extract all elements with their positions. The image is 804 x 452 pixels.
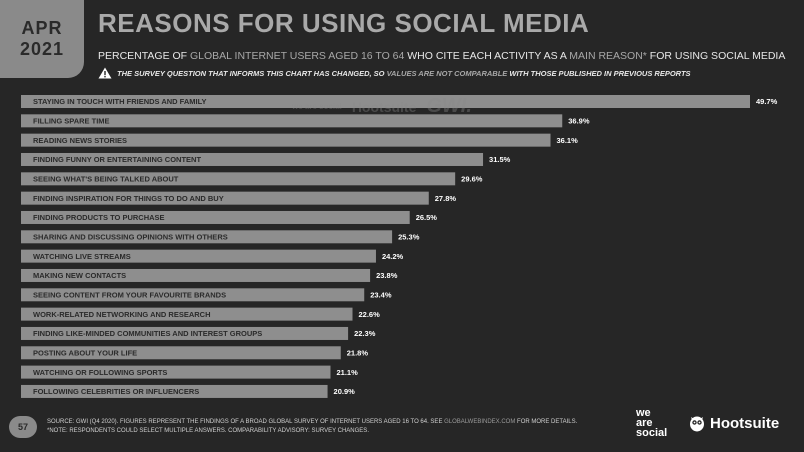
note-line: *NOTE: RESPONDENTS COULD SELECT MULTIPLE… bbox=[47, 427, 577, 436]
bar bbox=[21, 268, 371, 282]
hootsuite-logo: Hootsuite bbox=[688, 414, 779, 432]
bar-category-label: SEEING WHAT'S BEING TALKED ABOUT bbox=[33, 175, 179, 184]
source-part: FOR MORE DETAILS. bbox=[515, 419, 578, 425]
bar bbox=[21, 365, 331, 379]
comparability-advisory: COMPARABILITY ADVISORY: SURVEY CHANGES. bbox=[228, 428, 369, 434]
bar-category-label: FOLLOWING CELEBRITIES OR INFLUENCERS bbox=[33, 387, 199, 396]
bar-category-label: READING NEWS STORIES bbox=[33, 136, 127, 145]
bar-category-label: SHARING AND DISCUSSING OPINIONS WITH OTH… bbox=[33, 233, 228, 242]
bar-category-label: WATCHING LIVE STREAMS bbox=[33, 252, 131, 261]
bar-value-label: 25.3% bbox=[398, 233, 420, 242]
bar bbox=[21, 346, 341, 360]
bar bbox=[21, 133, 551, 147]
subtitle-highlight: GLOBAL INTERNET USERS AGED 16 TO 64 bbox=[189, 50, 405, 62]
bar-category-label: SEEING CONTENT FROM YOUR FAVOURITE BRAND… bbox=[33, 291, 226, 300]
bar-category-label: FINDING FUNNY OR ENTERTAINING CONTENT bbox=[33, 155, 201, 164]
bar-category-label: FINDING LIKE-MINDED COMMUNITIES AND INTE… bbox=[33, 329, 262, 338]
source-note: SOURCE: GWI (Q4 2020). FIGURES REPRESENT… bbox=[47, 418, 577, 436]
logo-text: we bbox=[636, 407, 651, 419]
bar-value-label: 21.8% bbox=[347, 348, 369, 357]
bar bbox=[21, 95, 750, 108]
bar-value-label: 36.9% bbox=[568, 117, 590, 126]
bar-category-label: POSTING ABOUT YOUR LIFE bbox=[33, 348, 137, 357]
bar-category-label: WATCHING OR FOLLOWING SPORTS bbox=[33, 368, 167, 377]
bar bbox=[21, 210, 410, 224]
bar-value-label: 24.2% bbox=[382, 252, 404, 261]
bar-value-label: 21.1% bbox=[336, 368, 358, 377]
bar-category-label: MAKING NEW CONTACTS bbox=[33, 271, 126, 280]
notice-text: THE SURVEY QUESTION THAT INFORMS THIS CH… bbox=[117, 69, 691, 78]
bar-value-label: 36.1% bbox=[557, 136, 579, 145]
source-line: SOURCE: GWI (Q4 2020). FIGURES REPRESENT… bbox=[47, 418, 577, 427]
subtitle: PERCENTAGE OF GLOBAL INTERNET USERS AGED… bbox=[98, 50, 785, 62]
bar-category-label: FINDING INSPIRATION FOR THINGS TO DO AND… bbox=[33, 194, 224, 203]
bar bbox=[21, 307, 353, 321]
bar bbox=[21, 384, 328, 398]
bar-value-label: 26.5% bbox=[416, 213, 438, 222]
subtitle-part: WHO CITE EACH ACTIVITY AS A bbox=[404, 50, 570, 62]
warning-icon bbox=[98, 67, 112, 79]
bar bbox=[21, 114, 563, 128]
bar-category-label: FINDING PRODUCTS TO PURCHASE bbox=[33, 213, 165, 222]
bar-value-label: 22.6% bbox=[358, 310, 380, 319]
bar bbox=[21, 249, 376, 263]
owl-icon bbox=[690, 416, 704, 432]
bar bbox=[21, 288, 365, 302]
source-link[interactable]: GLOBALWEBINDEX.COM bbox=[444, 419, 516, 425]
logo-text: social bbox=[636, 427, 668, 439]
bar bbox=[21, 230, 393, 244]
bar-value-label: 49.7% bbox=[756, 97, 778, 106]
bar-value-label: 22.3% bbox=[354, 329, 376, 338]
subtitle-part: PERCENTAGE OF bbox=[98, 50, 190, 62]
bar-category-label: STAYING IN TOUCH WITH FRIENDS AND FAMILY bbox=[33, 97, 206, 106]
bar bbox=[21, 191, 429, 205]
notice-part: THE SURVEY QUESTION THAT INFORMS THIS CH… bbox=[117, 68, 387, 78]
bar-category-label: WORK-RELATED NETWORKING AND RESEARCH bbox=[33, 310, 211, 319]
bar-value-label: 20.9% bbox=[334, 387, 356, 396]
bar-category-label: FILLING SPARE TIME bbox=[33, 117, 110, 126]
subtitle-part: FOR USING SOCIAL MEDIA bbox=[646, 50, 786, 62]
bar-value-label: 27.8% bbox=[435, 194, 457, 203]
date-tab: APR 2021 bbox=[0, 0, 84, 78]
logo-text: are bbox=[636, 417, 653, 429]
note-part: *NOTE: RESPONDENTS COULD SELECT MULTIPLE… bbox=[47, 428, 229, 434]
page-title: REASONS FOR USING SOCIAL MEDIA bbox=[98, 8, 590, 38]
bar bbox=[21, 152, 484, 166]
source-part: SOURCE: GWI (Q4 2020). FIGURES REPRESENT… bbox=[47, 419, 445, 425]
notice-highlight: VALUES ARE NOT COMPARABLE bbox=[386, 68, 508, 78]
date-month: APR bbox=[21, 18, 63, 38]
survey-notice: THE SURVEY QUESTION THAT INFORMS THIS CH… bbox=[98, 67, 691, 79]
notice-part: WITH THOSE PUBLISHED IN PREVIOUS REPORTS bbox=[507, 68, 691, 78]
logo-text: Hootsuite bbox=[710, 414, 780, 432]
bar bbox=[21, 172, 456, 186]
bar-value-label: 23.4% bbox=[370, 291, 392, 300]
bar-value-label: 31.5% bbox=[489, 155, 511, 164]
bar-value-label: 23.8% bbox=[376, 271, 398, 280]
subtitle-highlight: MAIN REASON* bbox=[569, 50, 647, 62]
bar bbox=[21, 326, 349, 340]
date-year: 2021 bbox=[19, 39, 65, 59]
we-are-social-logo: we are social bbox=[636, 407, 668, 439]
page-number: 57 bbox=[9, 416, 37, 438]
bar-value-label: 29.6% bbox=[461, 175, 483, 184]
